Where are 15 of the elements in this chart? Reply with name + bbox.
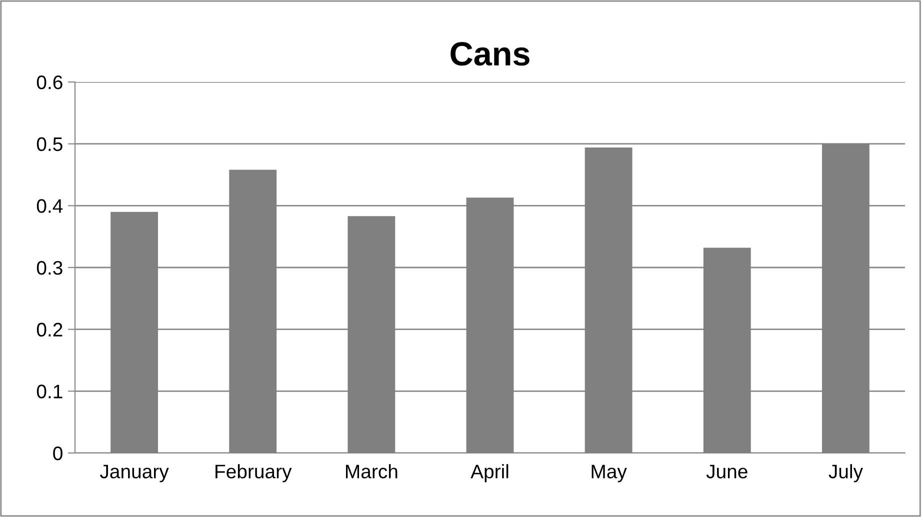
y-tick-label: 0.2 — [36, 322, 62, 337]
y-tick-label: 0.6 — [36, 75, 62, 90]
x-tick-label: January — [100, 464, 169, 482]
x-tick-label: July — [828, 464, 863, 482]
chart-title: Cans — [450, 42, 530, 66]
y-tick-label: 0 — [53, 446, 62, 460]
x-tick-label: February — [216, 464, 292, 482]
x-tick-label: March — [346, 464, 398, 478]
y-tick-label: 0.5 — [36, 137, 62, 152]
x-tick-label: June — [706, 464, 748, 478]
x-tick-label: May — [592, 464, 627, 482]
y-tick-label: 0.1 — [36, 384, 62, 398]
x-tick-label: April — [470, 464, 508, 482]
y-tick-label: 0.4 — [36, 199, 63, 213]
y-tick-label: 0.3 — [36, 260, 62, 275]
